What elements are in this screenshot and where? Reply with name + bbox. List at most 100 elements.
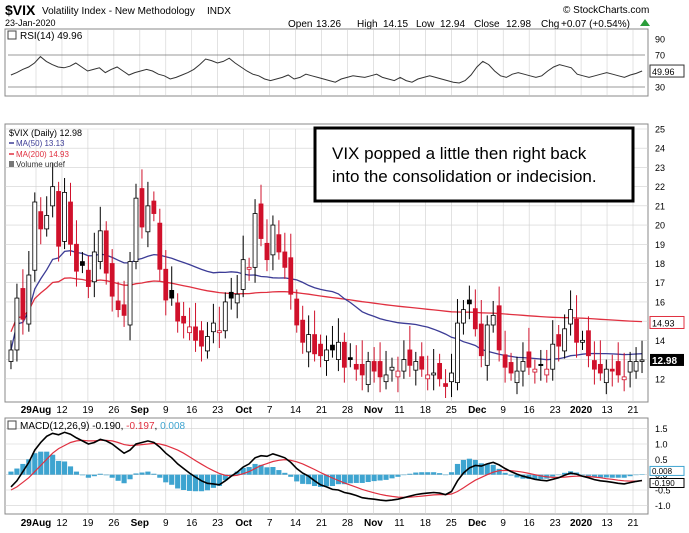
macd-histogram-bar bbox=[38, 451, 44, 475]
macd-title-label: MACD(12,26,9) bbox=[20, 421, 92, 432]
macd-histogram-bar bbox=[526, 474, 532, 479]
candle-body bbox=[341, 341, 347, 368]
y-tick-label: 17 bbox=[655, 278, 665, 288]
candle-body bbox=[85, 269, 91, 287]
macd-histogram-bar bbox=[44, 451, 50, 475]
macd-tick-label: 1.0 bbox=[655, 440, 668, 450]
candle-body bbox=[330, 344, 335, 351]
macd-histogram-bar bbox=[67, 466, 74, 475]
candle-body bbox=[115, 300, 121, 311]
macd-histogram-bar bbox=[550, 474, 556, 477]
candle-body bbox=[478, 323, 484, 357]
annotation-line-1: VIX popped a little then right back bbox=[332, 144, 587, 163]
x-tick-label: 16 bbox=[186, 518, 198, 529]
macd-histogram-bar bbox=[264, 467, 270, 475]
candle-body bbox=[20, 288, 26, 320]
candle-body bbox=[264, 242, 270, 261]
candle-body bbox=[437, 363, 443, 380]
macd-histogram-bar bbox=[585, 474, 592, 476]
candle-body bbox=[639, 359, 645, 362]
macd-histogram-bar bbox=[216, 474, 222, 487]
x-tick-label: 14 bbox=[290, 518, 302, 529]
macd-histogram-bar bbox=[169, 474, 175, 485]
rsi-square-icon bbox=[7, 30, 17, 40]
macd-histogram-bar bbox=[103, 474, 109, 476]
macd-histogram-bar bbox=[407, 473, 413, 475]
macd-histogram-bar bbox=[639, 474, 645, 475]
candle-body bbox=[568, 309, 573, 325]
macd-histogram-bar bbox=[317, 474, 324, 487]
y-tick-label: 16 bbox=[655, 297, 665, 307]
x-tick-label: 23 bbox=[550, 518, 562, 529]
candle-body bbox=[14, 297, 20, 351]
macd-value-tag bbox=[649, 477, 685, 488]
candle-body bbox=[490, 314, 496, 326]
macd-histogram-bar bbox=[32, 453, 38, 475]
candle-body bbox=[419, 356, 425, 370]
x-tick-label: 19 bbox=[82, 405, 94, 416]
macd-histogram-bar bbox=[192, 474, 199, 492]
candle-body bbox=[377, 361, 383, 378]
macd-histogram-bar bbox=[448, 472, 455, 475]
macd-histogram-bar bbox=[627, 474, 633, 477]
macd-histogram-bar bbox=[454, 463, 461, 475]
macd-tick-label: 1.5 bbox=[655, 424, 668, 434]
candle-body bbox=[228, 291, 234, 299]
index-name: Volatility Index - New Methodology bbox=[42, 6, 195, 17]
candle-body bbox=[8, 349, 14, 362]
annotation-line-2: into the consolidation or indecision. bbox=[332, 167, 597, 186]
candle-body bbox=[294, 298, 300, 326]
candle-body bbox=[496, 305, 502, 351]
macd-histogram-bar bbox=[306, 474, 312, 485]
candle-body bbox=[425, 374, 431, 380]
x-tick-label: 21 bbox=[316, 405, 328, 416]
macd-histogram-bar bbox=[335, 474, 341, 485]
rsi-tick-label: 30 bbox=[655, 83, 665, 93]
macd-histogram-bar bbox=[300, 474, 306, 484]
macd-histogram-bar bbox=[538, 474, 544, 479]
candle-body bbox=[621, 376, 627, 381]
candle-body bbox=[597, 363, 603, 374]
candle-body bbox=[312, 334, 317, 355]
macd-histogram-bar bbox=[425, 472, 431, 475]
macd-histogram-bar bbox=[79, 474, 85, 476]
macd-histogram-bar bbox=[460, 459, 467, 475]
candle-body bbox=[609, 368, 615, 372]
rsi-panel bbox=[4, 28, 649, 97]
macd-histogram-bar bbox=[294, 474, 300, 482]
macd-histogram-bar bbox=[14, 468, 20, 475]
candle-body bbox=[222, 301, 228, 332]
candle-body bbox=[538, 363, 544, 366]
candle-body bbox=[627, 361, 633, 373]
macd-histogram-bar bbox=[419, 472, 425, 475]
macd-histogram-bar bbox=[365, 474, 371, 483]
candle-body bbox=[127, 261, 133, 326]
candle-body bbox=[580, 339, 585, 343]
macd-histogram-bar bbox=[50, 454, 56, 475]
candle-body bbox=[455, 322, 460, 384]
macd-histogram-bar bbox=[609, 474, 615, 478]
macd-histogram-bar bbox=[496, 468, 502, 475]
x-tick-label: 21 bbox=[627, 518, 639, 529]
macd-histogram-bar bbox=[61, 461, 68, 475]
y-tick-label: 25 bbox=[655, 125, 665, 135]
macd-histogram-bar bbox=[484, 463, 490, 475]
candle-body bbox=[347, 357, 353, 360]
macd-histogram-bar bbox=[163, 474, 169, 483]
candle-body bbox=[32, 201, 38, 271]
macd-histogram-bar bbox=[121, 474, 127, 484]
candle-body bbox=[282, 251, 288, 268]
chart-date: 23-Jan-2020 bbox=[5, 18, 56, 28]
candle-body bbox=[449, 372, 454, 383]
macd-histogram-bar bbox=[621, 474, 627, 478]
candle-body bbox=[532, 368, 538, 373]
candle-body bbox=[562, 328, 568, 352]
candle-body bbox=[466, 299, 472, 305]
macd-histogram-bar bbox=[139, 472, 145, 475]
candle-body bbox=[234, 293, 240, 304]
candle-body bbox=[526, 351, 532, 368]
axis-layer: 29Aug 29Aug 12 12 19 19 26 26 Sep Sep 9 9 16 16 23 23 Oc… bbox=[21, 35, 685, 529]
macd-histogram-bar bbox=[276, 470, 282, 475]
candle-body bbox=[276, 234, 282, 253]
